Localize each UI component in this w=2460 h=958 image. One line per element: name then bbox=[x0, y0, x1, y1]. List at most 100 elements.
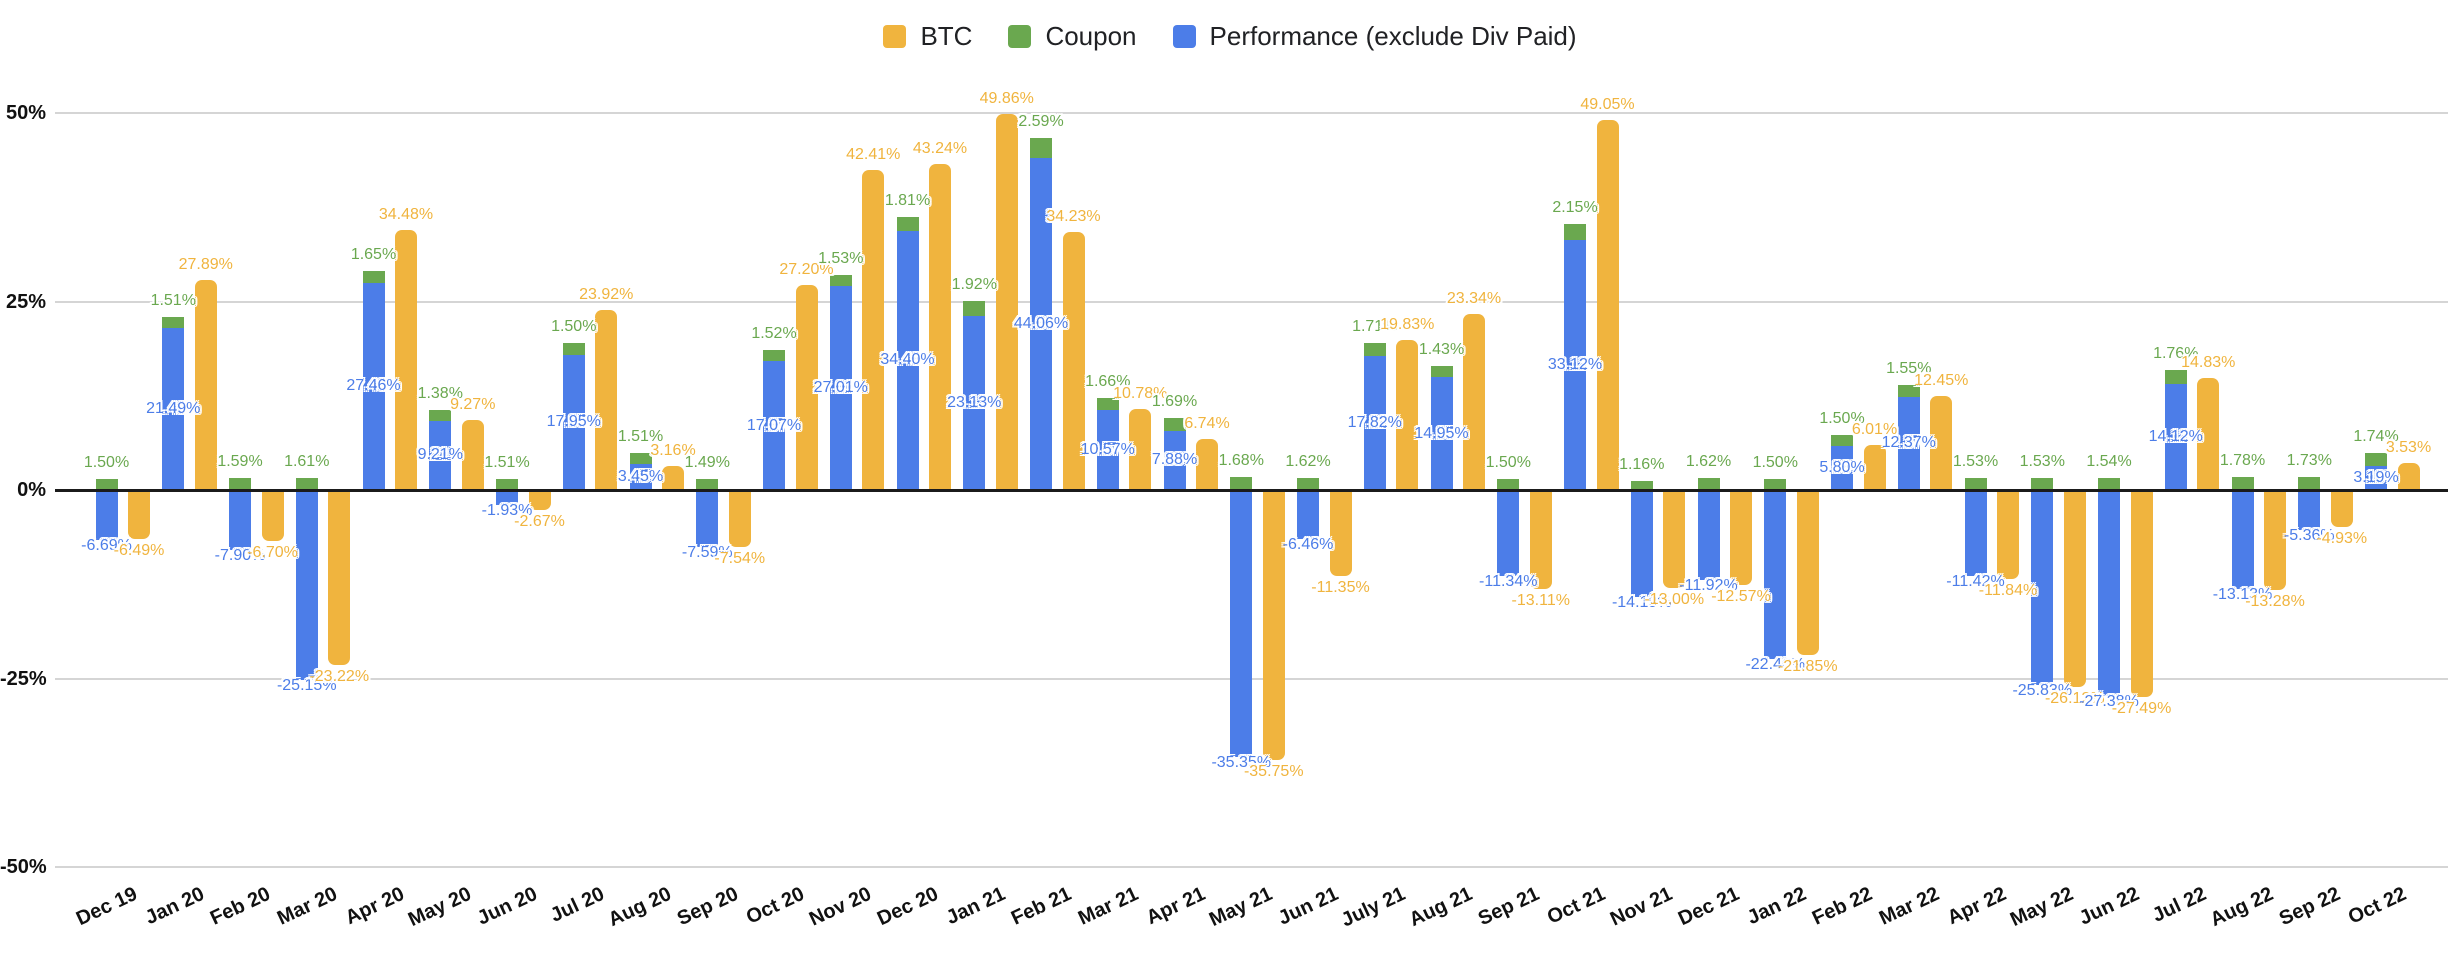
legend-item-btc: BTC bbox=[883, 22, 972, 50]
bar-label-btc-feb-22: 6.01% bbox=[1851, 420, 1898, 438]
bar-btc-sep-20 bbox=[728, 490, 751, 547]
bar-btc-jan-22 bbox=[1796, 490, 1819, 655]
bar-coupon-dec-19 bbox=[95, 478, 118, 490]
bar-btc-feb-21 bbox=[1062, 231, 1085, 490]
bar-label-coupon-dec-19: 1.50% bbox=[83, 453, 130, 471]
legend-label-performance: Performance (exclude Div Paid) bbox=[1209, 21, 1577, 51]
bar-label-btc-mar-22: 12.45% bbox=[1914, 372, 1969, 390]
bar-label-btc-jan-21: 49.86% bbox=[979, 90, 1034, 108]
bar-btc-nov-20 bbox=[862, 170, 885, 490]
bar-coupon-jan-22 bbox=[1764, 478, 1787, 490]
bar-performance-aug-22 bbox=[2231, 490, 2254, 589]
bar-label-coupon-aug-22: 1.78% bbox=[2219, 451, 2266, 469]
bar-label-coupon-mar-22: 1.55% bbox=[1886, 360, 1932, 378]
bar-btc-jun-22 bbox=[2130, 490, 2153, 698]
bar-btc-mar-22 bbox=[1930, 396, 1953, 490]
bar-performance-feb-20 bbox=[229, 490, 251, 550]
bar-performance-oct-22 bbox=[2365, 465, 2387, 490]
legend-swatch-btc-icon bbox=[883, 24, 907, 48]
bar-performance-feb-22 bbox=[1831, 446, 1853, 490]
bar-label-performance-feb-20: -7.90% bbox=[214, 546, 266, 564]
bar-performance-july-21 bbox=[1363, 355, 1386, 490]
bar-label-btc-oct-20: 27.20% bbox=[779, 260, 834, 278]
bar-performance-apr-20 bbox=[362, 282, 385, 490]
bar-btc-jun-20 bbox=[528, 490, 551, 511]
bar-label-btc-dec-19: -6.49% bbox=[113, 541, 165, 559]
bar-coupon-july-21 bbox=[1363, 342, 1386, 356]
bar-label-btc-oct-22: 3.53% bbox=[2385, 439, 2432, 457]
bar-btc-apr-21 bbox=[1196, 439, 1218, 490]
legend-label-btc: BTC bbox=[920, 21, 973, 51]
bar-btc-feb-22 bbox=[1863, 444, 1886, 490]
legend: BTC Coupon Performance (exclude Div Paid… bbox=[0, 22, 2460, 50]
bar-performance-jan-21 bbox=[963, 315, 986, 490]
bar-label-btc-nov-21: -13.00% bbox=[1644, 591, 1705, 609]
bar-label-performance-feb-21: 44.06% bbox=[1013, 314, 1069, 332]
bar-performance-jun-20 bbox=[496, 490, 518, 505]
bar-coupon-jul-20 bbox=[562, 343, 585, 355]
legend-item-coupon: Coupon bbox=[1008, 21, 1137, 51]
bar-coupon-jan-21 bbox=[963, 301, 986, 316]
bar-label-coupon-aug-20: 1.51% bbox=[617, 427, 664, 445]
bar-label-performance-jun-22: -27.38% bbox=[2079, 693, 2139, 711]
bar-label-coupon-jul-22: 1.76% bbox=[2153, 345, 2199, 363]
bar-label-coupon-jul-20: 1.50% bbox=[551, 318, 597, 336]
bar-performance-aug-20 bbox=[629, 463, 652, 490]
bar-label-coupon-may-20: 1.38% bbox=[417, 385, 463, 403]
bar-label-performance-mar-20: -25.15% bbox=[276, 676, 337, 694]
bar-label-btc-jul-22: 14.83% bbox=[2181, 354, 2236, 372]
bar-label-performance-sep-20: -7.59% bbox=[681, 544, 733, 562]
bar-btc-mar-21 bbox=[1129, 408, 1152, 490]
bar-coupon-sep-21 bbox=[1497, 478, 1520, 490]
bar-label-performance-jan-20: 21.49% bbox=[146, 399, 201, 417]
y-axis-tick-label: -50% bbox=[0, 856, 47, 878]
bar-label-btc-may-22: -26.12% bbox=[2044, 689, 2105, 707]
bar-performance-nov-20 bbox=[829, 286, 852, 490]
bar-performance-nov-21 bbox=[1630, 490, 1653, 597]
bar-label-performance-sep-22: -5.36% bbox=[2283, 527, 2335, 545]
bar-performance-may-22 bbox=[2031, 490, 2054, 685]
bar-label-performance-mar-22: 12.37% bbox=[1881, 434, 1936, 452]
bar-label-coupon-sep-20: 1.49% bbox=[684, 453, 730, 471]
bar-btc-mar-20 bbox=[328, 490, 351, 666]
bar-label-performance-jun-20: -1.93% bbox=[481, 501, 533, 519]
bar-label-performance-dec-19: -6.69% bbox=[81, 537, 132, 555]
bar-label-coupon-feb-22: 1.50% bbox=[1819, 409, 1865, 427]
bar-coupon-aug-20 bbox=[629, 452, 652, 464]
bar-label-performance-mar-21: 10.57% bbox=[1080, 441, 1135, 459]
bar-btc-sep-22 bbox=[2330, 490, 2353, 528]
bar-label-btc-apr-20: 34.48% bbox=[378, 206, 434, 224]
legend-label-coupon: Coupon bbox=[1045, 21, 1137, 51]
bar-label-coupon-apr-20: 1.65% bbox=[350, 245, 397, 263]
bar-performance-jan-22 bbox=[1764, 490, 1787, 659]
bar-label-btc-oct-21: 49.05% bbox=[1580, 96, 1635, 114]
bar-label-coupon-oct-21: 2.15% bbox=[1552, 199, 1598, 217]
bar-coupon-oct-22 bbox=[2365, 452, 2387, 466]
bar-label-coupon-jan-21: 1.92% bbox=[951, 276, 997, 294]
bar-btc-sep-21 bbox=[1529, 490, 1552, 589]
bar-coupon-feb-21 bbox=[1030, 138, 1052, 158]
bar-label-btc-apr-22: -11.84% bbox=[1978, 582, 2038, 600]
bar-label-btc-jun-21: -11.35% bbox=[1311, 578, 1370, 596]
bar-coupon-dec-21 bbox=[1697, 477, 1720, 490]
bar-btc-jun-21 bbox=[1329, 490, 1352, 576]
bar-label-btc-jan-20: 27.89% bbox=[178, 255, 233, 273]
bar-label-performance-aug-21: 14.95% bbox=[1414, 424, 1469, 442]
bar-performance-apr-22 bbox=[1964, 490, 1987, 577]
y-axis-tick-label: 50% bbox=[5, 102, 46, 124]
bar-label-coupon-jan-22: 1.50% bbox=[1752, 453, 1798, 471]
bar-label-coupon-nov-20: 1.53% bbox=[818, 249, 864, 267]
bar-btc-apr-20 bbox=[395, 230, 417, 490]
bar-coupon-nov-21 bbox=[1630, 481, 1653, 490]
bar-btc-jul-22 bbox=[2197, 378, 2220, 490]
bar-btc-may-22 bbox=[2063, 490, 2086, 687]
bar-btc-oct-21 bbox=[1596, 120, 1619, 490]
bar-btc-may-20 bbox=[461, 420, 484, 490]
bar-btc-apr-22 bbox=[1997, 490, 2019, 580]
bar-coupon-feb-22 bbox=[1831, 434, 1853, 447]
bar-label-coupon-jun-21: 1.62% bbox=[1285, 452, 1331, 470]
bar-performance-dec-20 bbox=[896, 230, 919, 490]
bar-label-performance-nov-20: 27.01% bbox=[813, 379, 868, 397]
